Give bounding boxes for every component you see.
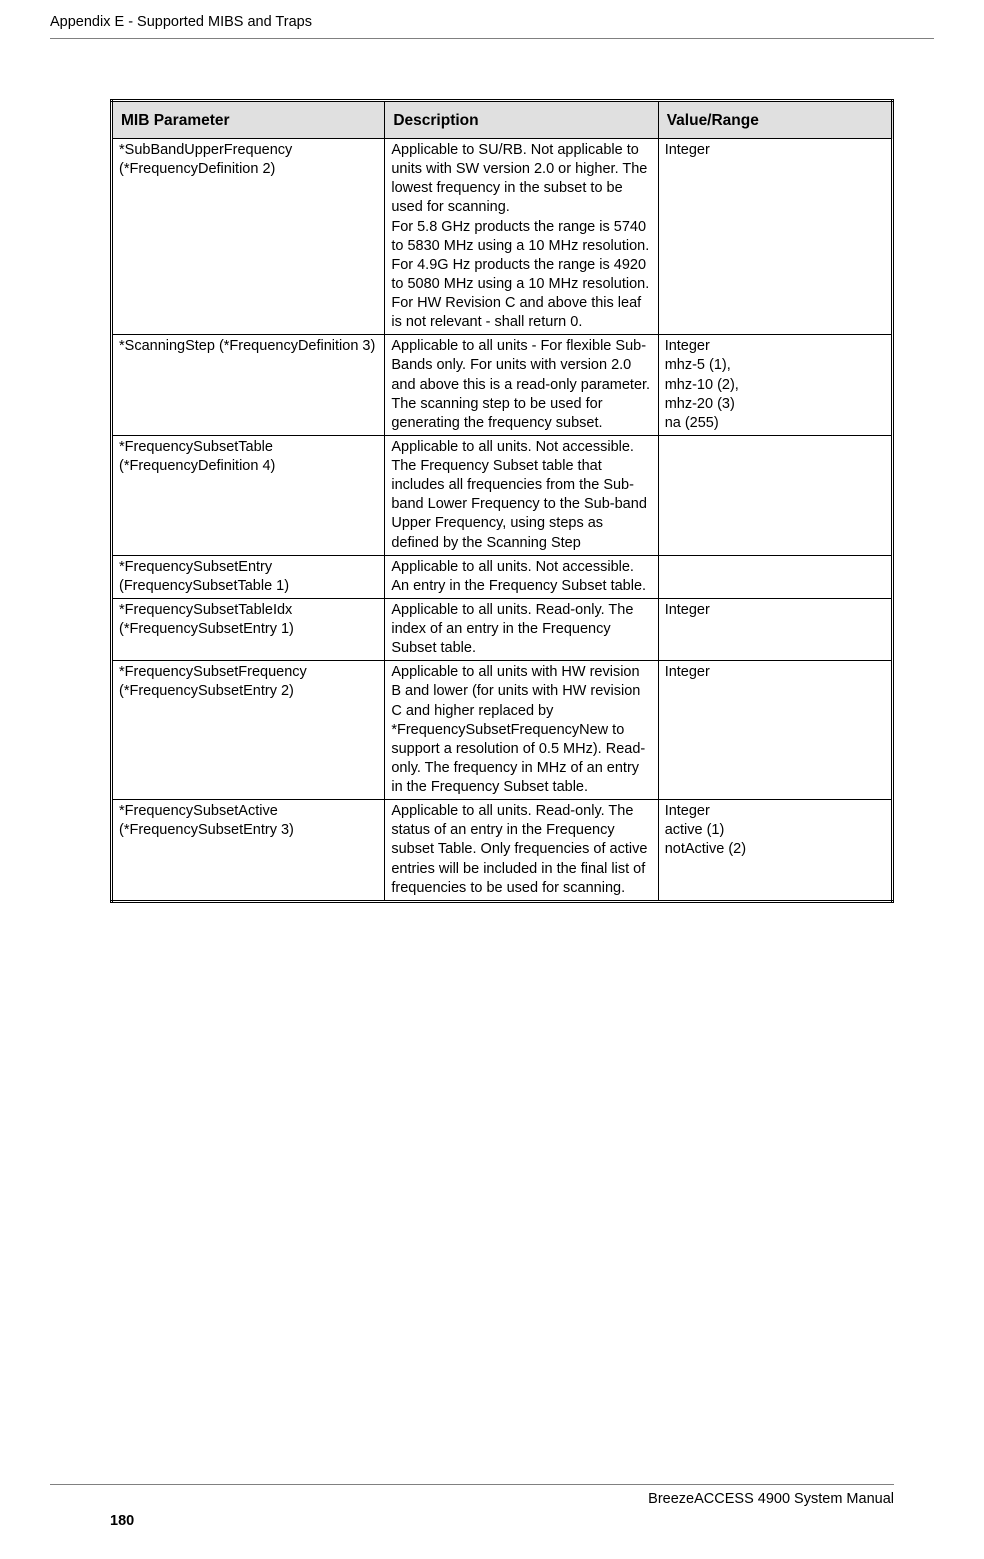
- cell-param: *SubBandUpperFrequency (*FrequencyDefini…: [112, 139, 385, 335]
- cell-range: Integeractive (1)notActive (2): [658, 800, 892, 902]
- cell-desc: Applicable to all units - For flexible S…: [385, 335, 658, 436]
- table-row: *FrequencySubsetActive (*FrequencySubset…: [112, 800, 893, 902]
- table-row: *FrequencySubsetTable (*FrequencyDefinit…: [112, 435, 893, 555]
- table-row: *FrequencySubsetEntry (FrequencySubsetTa…: [112, 555, 893, 598]
- cell-desc: Applicable to SU/RB. Not applicable to u…: [385, 139, 658, 335]
- mib-table-container: MIB Parameter Description Value/Range *S…: [0, 39, 984, 903]
- cell-param: *FrequencySubsetTable (*FrequencyDefinit…: [112, 435, 385, 555]
- footer-manual: BreezeACCESS 4900 System Manual: [648, 1491, 894, 1507]
- cell-param: *FrequencySubsetTableIdx (*FrequencySubs…: [112, 598, 385, 660]
- cell-param: *FrequencySubsetEntry (FrequencySubsetTa…: [112, 555, 385, 598]
- table-header-row: MIB Parameter Description Value/Range: [112, 101, 893, 139]
- cell-param: *FrequencySubsetFrequency (*FrequencySub…: [112, 661, 385, 800]
- header-title: Appendix E - Supported MIBS and Traps: [50, 14, 312, 30]
- col-header-param: MIB Parameter: [112, 101, 385, 139]
- col-header-desc: Description: [385, 101, 658, 139]
- footer-rule: [50, 1484, 894, 1485]
- cell-desc: Applicable to all units. Read-only. The …: [385, 800, 658, 902]
- mib-table: MIB Parameter Description Value/Range *S…: [110, 99, 894, 903]
- col-header-range: Value/Range: [658, 101, 892, 139]
- cell-range: Integer: [658, 661, 892, 800]
- table-row: *ScanningStep (*FrequencyDefinition 3) A…: [112, 335, 893, 436]
- cell-range: Integermhz-5 (1),mhz-10 (2),mhz-20 (3)na…: [658, 335, 892, 436]
- page-footer: BreezeACCESS 4900 System Manual 180: [0, 1484, 984, 1529]
- cell-desc: Applicable to all units. Not accessible.…: [385, 435, 658, 555]
- cell-desc: Applicable to all units. Read-only. The …: [385, 598, 658, 660]
- footer-text: BreezeACCESS 4900 System Manual 180: [0, 1491, 984, 1529]
- footer-page-number: 180: [110, 1513, 134, 1529]
- table-row: *FrequencySubsetFrequency (*FrequencySub…: [112, 661, 893, 800]
- table-row: *SubBandUpperFrequency (*FrequencyDefini…: [112, 139, 893, 335]
- table-row: *FrequencySubsetTableIdx (*FrequencySubs…: [112, 598, 893, 660]
- cell-desc: Applicable to all units. Not accessible.…: [385, 555, 658, 598]
- cell-range: [658, 555, 892, 598]
- cell-range: Integer: [658, 139, 892, 335]
- cell-desc: Applicable to all units with HW revision…: [385, 661, 658, 800]
- page-header: Appendix E - Supported MIBS and Traps: [0, 0, 984, 34]
- cell-param: *ScanningStep (*FrequencyDefinition 3): [112, 335, 385, 436]
- cell-param: *FrequencySubsetActive (*FrequencySubset…: [112, 800, 385, 902]
- cell-range: [658, 435, 892, 555]
- cell-range: Integer: [658, 598, 892, 660]
